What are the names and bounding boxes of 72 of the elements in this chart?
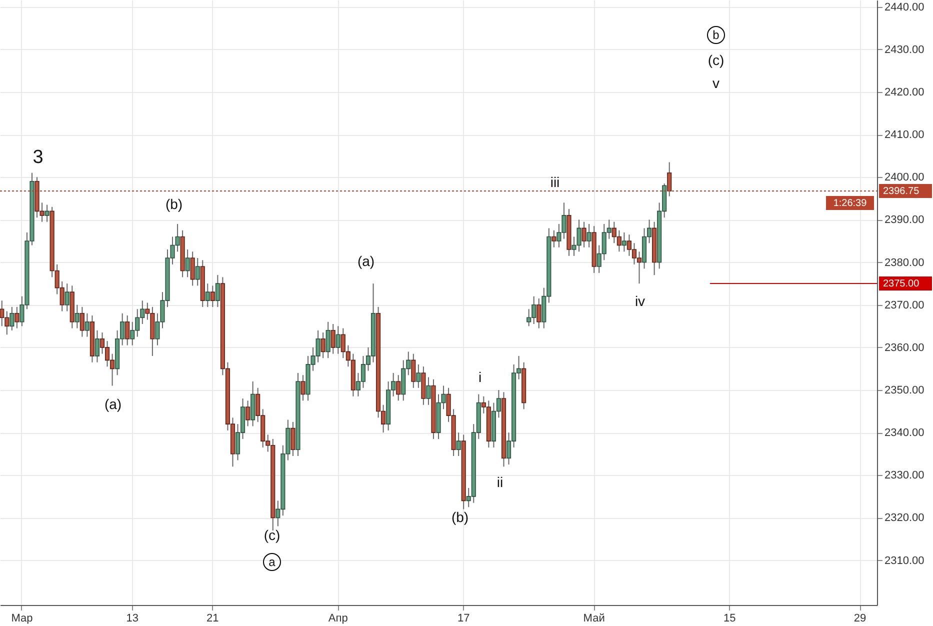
candlestick [44,204,50,222]
annotation: i [478,369,482,385]
candlestick [125,314,130,346]
annotation: (b) [165,196,183,212]
candlestick [300,374,306,402]
candlestick [416,364,421,388]
candlestick [94,330,100,363]
y-tick-label: 2390.00 [884,214,924,226]
candlestick [64,283,70,312]
candlestick [290,421,296,456]
candlestick [586,223,592,248]
candlestick [456,432,461,456]
y-tick-label: 2430.00 [884,44,924,56]
candlestick [536,298,542,329]
x-tick-label: Мар [11,612,33,624]
x-tick-label: 13 [126,612,138,624]
annotation: (c) [264,527,280,543]
candlestick [205,283,210,308]
y-tick-label: 2330.00 [884,470,924,482]
y-tick-label: 2320.00 [884,512,924,524]
annotation: ii [496,474,504,490]
ref-line-label: 2396.75 [883,186,920,197]
annotation: iv [634,293,646,309]
y-tick-label: 2410.00 [884,129,924,142]
annotation: b [712,28,720,42]
annotation: (c) [708,52,724,68]
y-tick-label: 2380.00 [884,256,924,269]
annotation: 3 [32,147,44,168]
candlestick [185,248,190,278]
y-tick-label: 2440.00 [884,1,924,14]
candlestick [10,306,14,331]
candlestick [215,274,220,308]
ref-line-label: 2375.00 [883,278,920,290]
candlestick [84,312,90,338]
candlestick [330,324,336,354]
candlestick [667,162,672,197]
x-tick-label: 29 [854,612,866,624]
candlestick [336,326,340,354]
candlestick [190,251,195,286]
candlestick [320,332,326,359]
y-tick-label: 2350.00 [884,384,924,396]
x-tick-label: Апр [328,612,348,624]
x-tick-label: 15 [723,612,736,624]
x-tick-label: 17 [457,612,470,624]
candlestick [326,321,330,359]
candlestick [552,230,556,248]
annotation: v [712,75,720,91]
candlestick [396,374,401,402]
candlestick [74,304,80,329]
y-tick-label: 2370.00 [884,299,924,312]
y-tick-label: 2400.00 [884,172,924,184]
y-tick-label: 2420.00 [884,86,924,98]
annotation: (a) [357,253,375,269]
annotation: 1:26:39 [833,198,868,209]
candlestick [411,353,416,388]
candlestick [622,232,626,252]
candlestick [195,258,200,286]
candlestick [426,376,431,406]
candlestick [80,306,84,338]
candlestick [14,306,20,329]
y-tick-label: 2340.00 [884,427,924,440]
y-tick-label: 2310.00 [884,554,924,567]
x-tick-label: Май [583,612,605,624]
candlestick [210,285,215,308]
candlestick [582,221,586,248]
annotation: a [268,555,276,569]
y-tick-label: 2360.00 [884,342,924,354]
annotation: (a) [104,396,122,412]
x-tick-label: 21 [206,612,219,624]
annotation: (b) [451,509,469,525]
annotation: iii [550,174,560,190]
candlestick [246,400,250,427]
